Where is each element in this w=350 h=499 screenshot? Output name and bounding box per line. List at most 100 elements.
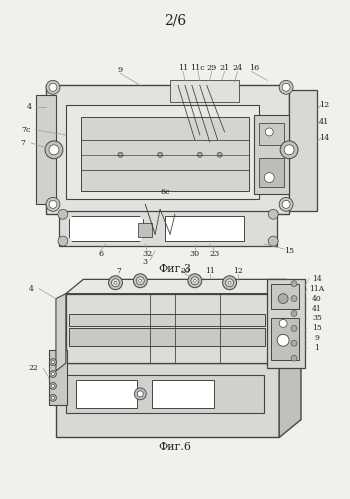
Circle shape: [279, 198, 293, 211]
Circle shape: [197, 152, 202, 157]
Circle shape: [136, 277, 144, 285]
Polygon shape: [279, 345, 301, 438]
Text: 6: 6: [98, 250, 103, 258]
Text: 16: 16: [249, 64, 259, 72]
Circle shape: [282, 201, 290, 208]
Bar: [259, 158, 284, 188]
Circle shape: [278, 293, 288, 303]
Text: 41: 41: [312, 304, 322, 312]
Circle shape: [58, 209, 68, 219]
Bar: [66, 105, 259, 200]
Text: 9: 9: [118, 66, 123, 74]
Text: 21: 21: [219, 64, 230, 72]
Circle shape: [226, 279, 233, 287]
Circle shape: [49, 371, 56, 377]
Circle shape: [291, 310, 297, 316]
Text: 7c: 7c: [21, 126, 31, 134]
Circle shape: [51, 396, 55, 399]
Text: 12: 12: [233, 267, 242, 275]
Text: 29: 29: [206, 64, 217, 72]
Circle shape: [114, 281, 117, 284]
Bar: [81, 117, 250, 192]
Circle shape: [264, 173, 274, 183]
Circle shape: [279, 319, 287, 327]
Bar: [259, 123, 284, 145]
Polygon shape: [56, 345, 301, 363]
Circle shape: [140, 213, 146, 219]
Bar: [271, 284, 299, 308]
Text: 2/6: 2/6: [164, 14, 186, 28]
Circle shape: [228, 281, 231, 284]
Bar: [152, 380, 214, 408]
Text: 32: 32: [142, 250, 152, 258]
Bar: [46, 85, 289, 214]
Circle shape: [291, 340, 297, 346]
Circle shape: [51, 361, 55, 364]
Bar: [289, 90, 317, 211]
Text: 15: 15: [312, 324, 322, 332]
Circle shape: [291, 281, 297, 287]
Circle shape: [51, 384, 55, 387]
Circle shape: [112, 279, 119, 287]
Circle shape: [282, 83, 290, 91]
Circle shape: [291, 355, 297, 361]
Bar: [69, 328, 265, 346]
Circle shape: [46, 198, 60, 211]
Text: 23: 23: [210, 250, 220, 258]
Text: 11A: 11A: [309, 285, 324, 293]
Polygon shape: [56, 293, 66, 371]
Circle shape: [291, 325, 297, 331]
Circle shape: [49, 359, 56, 366]
Text: 41: 41: [319, 118, 329, 126]
Bar: [69, 216, 143, 241]
Bar: [165, 216, 244, 241]
Circle shape: [268, 236, 278, 246]
Circle shape: [49, 394, 56, 401]
Circle shape: [49, 145, 59, 155]
Bar: [76, 380, 137, 408]
Text: 12: 12: [319, 101, 329, 109]
Circle shape: [223, 276, 237, 290]
Text: 15: 15: [284, 247, 294, 255]
Circle shape: [45, 141, 63, 159]
Circle shape: [118, 152, 123, 157]
Circle shape: [277, 334, 289, 346]
Circle shape: [265, 128, 273, 136]
Circle shape: [133, 274, 147, 288]
Text: 4: 4: [29, 285, 34, 293]
Polygon shape: [269, 279, 287, 363]
Circle shape: [279, 80, 293, 94]
Circle shape: [188, 274, 202, 288]
Text: 4: 4: [27, 103, 32, 111]
Circle shape: [291, 295, 297, 301]
Circle shape: [49, 83, 57, 91]
Text: 40: 40: [312, 294, 322, 302]
Text: 30: 30: [190, 250, 200, 258]
Circle shape: [46, 80, 60, 94]
Text: 7: 7: [116, 267, 121, 275]
Bar: [66, 375, 264, 413]
Text: 11: 11: [178, 64, 188, 72]
Circle shape: [66, 213, 72, 219]
Circle shape: [137, 391, 143, 397]
Circle shape: [268, 209, 278, 219]
Circle shape: [66, 238, 72, 244]
Text: 3: 3: [143, 258, 148, 266]
Bar: [138, 223, 152, 237]
Bar: [254, 115, 289, 195]
Bar: [56, 363, 279, 438]
Bar: [49, 350, 67, 405]
Text: 6c: 6c: [160, 189, 170, 197]
Text: 9: 9: [314, 334, 319, 342]
Circle shape: [58, 236, 68, 246]
Circle shape: [158, 152, 163, 157]
Circle shape: [191, 277, 199, 285]
Bar: [170, 80, 239, 102]
Text: 35: 35: [312, 314, 322, 322]
Text: 11: 11: [205, 267, 215, 275]
Circle shape: [140, 238, 146, 244]
Text: 20: 20: [180, 267, 190, 275]
Text: 14: 14: [312, 275, 322, 283]
Text: 24: 24: [232, 64, 243, 72]
Circle shape: [49, 201, 57, 208]
